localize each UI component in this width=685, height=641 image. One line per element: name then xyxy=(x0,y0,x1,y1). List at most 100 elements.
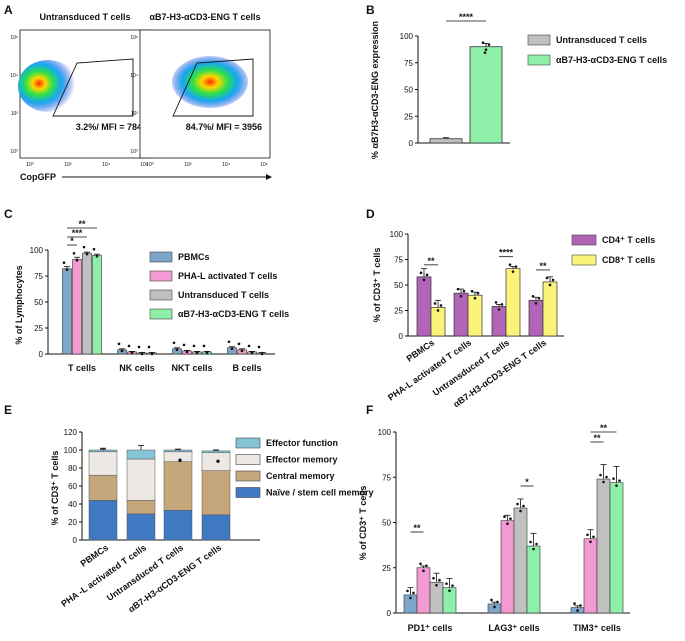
panel-d-data-point xyxy=(537,297,541,300)
flow-plot-title: Untransduced T cells xyxy=(39,12,130,22)
panel-c-y-tick-label: 100 xyxy=(30,246,44,255)
panel-c-data-point xyxy=(140,352,144,356)
panel-d-data-point xyxy=(459,294,463,298)
panel-f-data-point xyxy=(599,473,602,477)
panel-e-y-tick-label: 120 xyxy=(64,428,78,437)
panel-d-data-point xyxy=(551,278,555,282)
panel-c-x-tick-label: T cells xyxy=(68,363,96,373)
panel-f-y-tick-label: 50 xyxy=(382,519,391,528)
panel-b-legend-swatch xyxy=(527,34,551,46)
panel-e-legend-label: Central memory xyxy=(266,471,335,481)
panel-e-legend-label: Naïve / stem cell memory xyxy=(266,488,374,498)
panel-b-y-tick-label: 25 xyxy=(404,112,413,121)
panel-c-data-point xyxy=(205,351,209,355)
panel-c-data-point xyxy=(195,351,199,355)
panel-c-data-point xyxy=(240,349,244,353)
panel-c-y-tick-label: 50 xyxy=(34,298,43,307)
panel-f-x-tick-label: TIM3⁺ cells xyxy=(573,623,621,633)
panel-f-data-point xyxy=(612,477,615,480)
panel-c-data-point xyxy=(237,342,241,346)
panel-e-y-tick-label: 100 xyxy=(64,446,78,455)
flow-x-arrowhead xyxy=(266,174,272,180)
panel-d-bar xyxy=(528,299,544,337)
flow-y-tick-label: 10⁴ xyxy=(130,73,138,79)
panel-b-data-point xyxy=(487,43,491,46)
panel-d-bar xyxy=(491,306,507,337)
panel-d-y-axis-label: % of CD3⁺ T cells xyxy=(372,248,382,323)
panel-f-data-point xyxy=(615,484,618,487)
panel-f-data-point xyxy=(412,591,415,595)
flow-x-tick-label: 10⁰ xyxy=(26,162,34,168)
panel-f-data-point xyxy=(406,589,409,593)
panel-c-y-tick-label: 75 xyxy=(34,272,43,281)
panel-c-legend-swatch xyxy=(149,308,173,320)
panel-b-significance-label: **** xyxy=(459,12,474,22)
panel-f-y-tick-label: 25 xyxy=(382,564,391,573)
panel-f-significance-label: ** xyxy=(600,423,608,433)
panel-f-data-point xyxy=(496,600,499,604)
panel-c-data-point xyxy=(137,345,141,349)
panel-d-bar xyxy=(416,276,432,337)
panel-f-data-point xyxy=(509,517,512,520)
panel-f-data-point xyxy=(592,535,595,539)
panel-f-data-point xyxy=(448,589,451,592)
panel-d-x-tick-label: PBMCs xyxy=(405,337,437,363)
panel-c-significance-label: * xyxy=(70,236,74,246)
panel-d-y-tick-label: 0 xyxy=(399,332,404,341)
panel-d-legend-swatch xyxy=(571,254,597,266)
panel-label-a: A xyxy=(4,3,13,17)
panel-c-data-point xyxy=(202,344,206,348)
panel-e-significance-mark: ● xyxy=(178,456,183,465)
panel-c-y-tick-label: 25 xyxy=(34,324,43,333)
panel-f-y-tick-label: 100 xyxy=(378,428,392,437)
panel-e-bar-segment xyxy=(88,474,118,501)
panel-c-x-tick-label: NK cells xyxy=(119,363,155,373)
panel-d-significance-label: ** xyxy=(539,261,547,271)
panel-c-data-point xyxy=(147,345,151,349)
panel-d-data-point xyxy=(548,283,552,287)
panel-b-data-point xyxy=(481,41,485,44)
panel-e-legend-swatch xyxy=(235,487,261,498)
panel-d-data-point xyxy=(545,276,549,280)
flow-cell-density xyxy=(18,60,78,112)
panel-e-legend-swatch xyxy=(235,470,261,482)
panel-d-data-point xyxy=(534,302,538,305)
panel-f-data-point xyxy=(602,480,605,484)
panel-f-data-point xyxy=(503,515,506,518)
panel-c-data-point xyxy=(82,245,86,249)
panel-d-y-tick-label: 100 xyxy=(390,230,404,239)
panel-c-x-tick-label: NKT cells xyxy=(171,363,212,373)
panel-d-significance-label: **** xyxy=(499,248,514,258)
panel-d-data-point xyxy=(494,301,498,304)
panel-d-data-point xyxy=(433,302,437,305)
panel-e-legend-label: Effector memory xyxy=(266,455,338,465)
panel-f-data-point xyxy=(516,502,519,506)
panel-f-data-point xyxy=(451,584,454,587)
panel-f-bar xyxy=(416,567,431,614)
panel-f-data-point xyxy=(529,540,532,544)
flow-gate-label: 3.2%/ MFI = 784 xyxy=(76,122,142,132)
flow-cell-density xyxy=(172,56,248,108)
panel-f-data-point xyxy=(532,547,535,551)
panel-c-data-point xyxy=(172,341,176,345)
panel-b-bar xyxy=(469,46,503,144)
panel-c-legend-label: PHA-L activated T cells xyxy=(178,271,277,281)
panel-e-legend-swatch xyxy=(235,454,261,465)
panel-e-bar-segment xyxy=(88,449,118,453)
panel-e-y-tick-label: 0 xyxy=(73,536,78,545)
panel-c-data-point xyxy=(75,259,79,262)
panel-d-y-tick-label: 50 xyxy=(394,281,403,290)
panel-d-bar xyxy=(542,281,558,337)
flow-x-tick-label: 10⁰ xyxy=(146,162,154,168)
panel-c-data-point xyxy=(72,252,76,255)
panel-c-legend-swatch xyxy=(149,270,173,282)
panel-f-bar xyxy=(609,482,624,614)
panel-b-y-tick-label: 0 xyxy=(409,139,414,148)
panel-e-bar-segment xyxy=(163,449,193,453)
panel-f-significance-label: * xyxy=(525,477,529,487)
panel-f-data-point xyxy=(438,578,441,582)
panel-f-bar xyxy=(500,520,515,614)
panel-c-data-point xyxy=(227,340,231,344)
flow-y-tick-label: 10⁰ xyxy=(10,149,18,155)
panel-c-data-point xyxy=(95,254,99,258)
